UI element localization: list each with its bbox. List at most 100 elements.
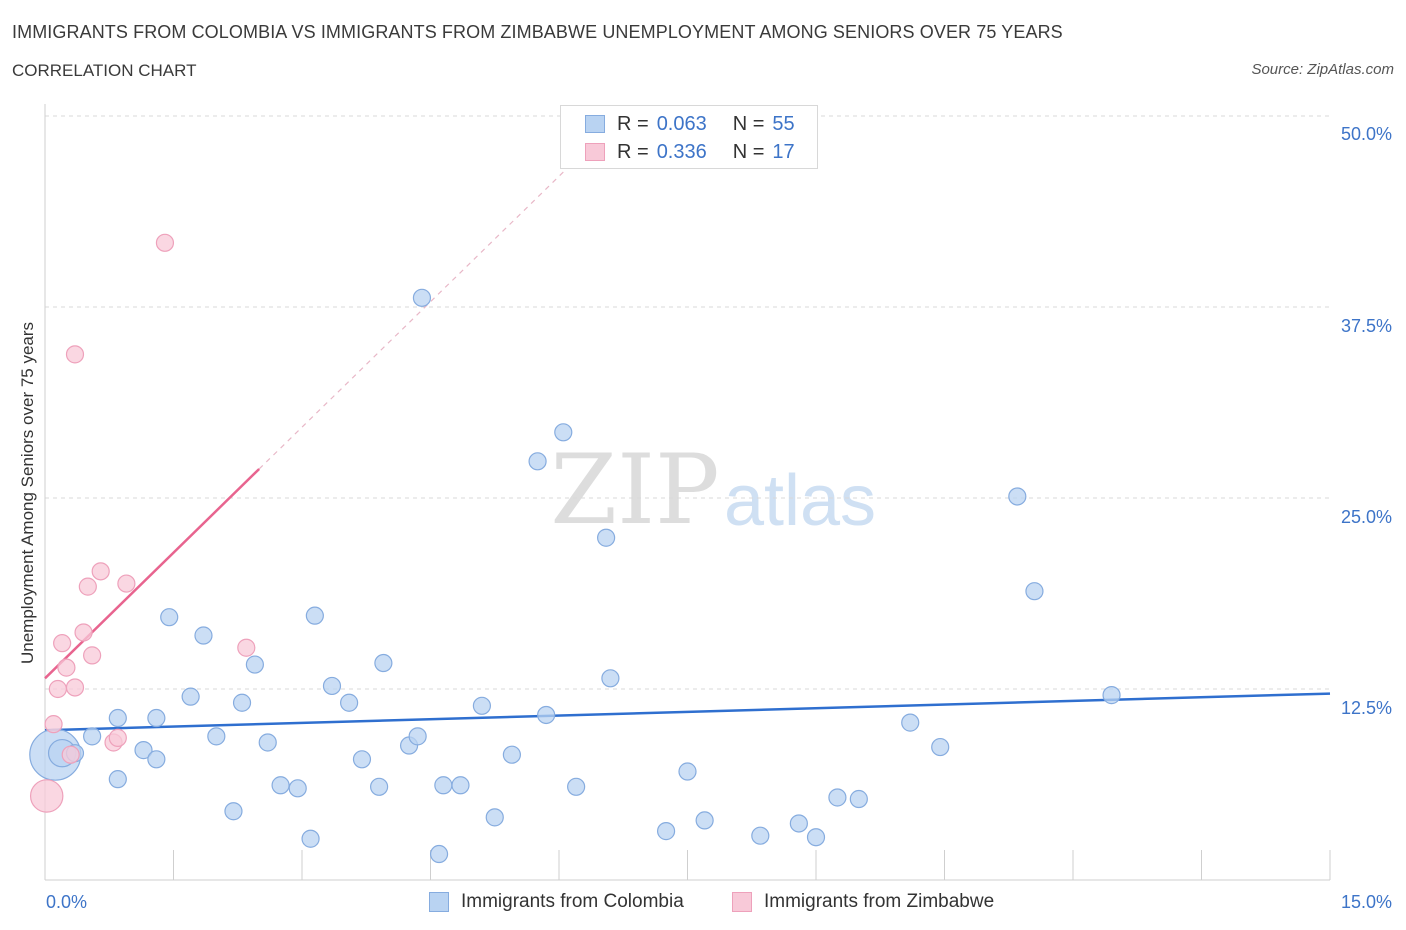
data-points — [29, 233, 1121, 864]
legend-n-value: 17 — [772, 140, 795, 163]
legend-label-zimbabwe: Immigrants from Zimbabwe — [764, 891, 995, 912]
colombia-point — [408, 727, 427, 746]
colombia-point — [597, 528, 616, 547]
zimbabwe-point — [44, 715, 63, 734]
tick-labels: 12.5% 25.0% 37.5% 50.0% 0.0% 15.0% — [46, 124, 1392, 912]
zimbabwe-point — [61, 745, 80, 764]
colombia-point — [537, 705, 556, 725]
colombia-point — [224, 802, 243, 821]
colombia-point — [301, 829, 320, 848]
colombia-point — [245, 655, 264, 674]
colombia-point — [322, 676, 342, 696]
colombia-point — [656, 822, 676, 841]
watermark: ZIP atlas — [550, 434, 876, 546]
colombia-point — [1102, 686, 1121, 705]
colombia-point — [305, 606, 324, 625]
colombia-point — [789, 814, 808, 833]
colombia-point — [901, 713, 920, 732]
legend-item-zimbabwe[interactable]: Immigrants from Zimbabwe — [732, 889, 994, 915]
zimbabwe-trend-line — [44, 468, 261, 680]
colombia-point — [554, 423, 573, 442]
y-tick-label: 50.0% — [1341, 124, 1392, 144]
y-tick-label: 12.5% — [1341, 698, 1392, 718]
zimbabwe-point — [91, 562, 110, 581]
colombia-point — [502, 745, 521, 764]
zimbabwe-trend-extension — [258, 167, 568, 470]
zimbabwe-point — [78, 577, 97, 596]
source-credit: Source: ZipAtlas.com — [1251, 61, 1394, 78]
colombia-point — [160, 608, 179, 627]
legend-r-label: R = — [617, 140, 649, 163]
colombia-point — [147, 708, 166, 728]
zimbabwe-point — [83, 646, 102, 665]
colombia-point — [451, 776, 470, 795]
colombia-point — [528, 452, 547, 471]
colombia-point — [83, 727, 102, 746]
colombia-point — [849, 789, 868, 809]
colombia-point — [567, 777, 586, 796]
colombia-point — [695, 811, 714, 830]
x-tick-label: 15.0% — [1341, 892, 1392, 912]
gridlines — [45, 115, 1330, 690]
colombia-point — [412, 288, 432, 307]
colombia-point — [108, 770, 127, 789]
watermark-atlas: atlas — [724, 461, 876, 541]
legend-item-colombia[interactable]: Immigrants from Colombia — [429, 889, 684, 915]
colombia-point — [751, 826, 770, 845]
colombia-point — [271, 776, 290, 795]
colombia-point — [374, 653, 393, 673]
colombia-point — [194, 626, 213, 645]
colombia-point — [678, 762, 697, 781]
colombia-point — [1025, 582, 1044, 601]
legend-n-value: 55 — [772, 112, 795, 135]
legend-swatch-blue — [585, 115, 605, 133]
chart-subtitle: CORRELATION CHART — [12, 61, 197, 80]
y-axis-label: Unemployment Among Seniors over 75 years — [18, 321, 37, 665]
colombia-point — [434, 776, 453, 795]
colombia-point — [931, 737, 950, 757]
zimbabwe-point — [65, 345, 85, 364]
colombia-point — [370, 777, 389, 796]
colombia-point — [181, 687, 200, 706]
legend-n-label: N = — [732, 140, 765, 163]
colombia-point — [108, 708, 127, 728]
legend-r-value: 0.336 — [656, 140, 707, 163]
colombia-point — [1008, 487, 1027, 506]
colombia-point — [232, 693, 252, 712]
zimbabwe-point — [57, 658, 76, 677]
zimbabwe-point — [74, 623, 93, 642]
zimbabwe-point — [117, 574, 136, 593]
zimbabwe-point — [108, 728, 127, 747]
chart-title: IMMIGRANTS FROM COLOMBIA VS IMMIGRANTS F… — [12, 22, 1063, 42]
legend-r-value: 0.063 — [656, 112, 707, 135]
legend-swatch-pink — [585, 143, 605, 161]
colombia-point — [429, 844, 449, 864]
legend-r-label: R = — [617, 112, 649, 135]
zimbabwe-point — [155, 233, 175, 252]
colombia-point — [258, 733, 277, 752]
legend-label-colombia: Immigrants from Colombia — [461, 891, 684, 912]
legend-swatch-pink — [732, 892, 752, 912]
colombia-point — [806, 828, 826, 847]
x-tick-label: 0.0% — [46, 892, 87, 912]
zimbabwe-point — [29, 779, 64, 813]
zimbabwe-point — [53, 634, 72, 653]
legend-row-zimbabwe: R = 0.336 N = 17 — [585, 140, 795, 164]
zimbabwe-point — [65, 678, 85, 697]
colombia-point — [207, 727, 226, 746]
colombia-point — [601, 669, 620, 688]
colombia-point — [340, 693, 359, 712]
colombia-point — [472, 696, 491, 715]
stats-legend: R = 0.063 N = 55 R = 0.336 N = 17 — [560, 105, 818, 169]
colombia-point — [288, 779, 307, 798]
legend-n-label: N = — [732, 112, 765, 135]
colombia-point — [352, 750, 372, 769]
colombia-point — [485, 808, 504, 827]
colombia-point — [147, 750, 166, 769]
watermark-zip: ZIP — [550, 434, 719, 546]
legend-row-colombia: R = 0.063 N = 55 — [585, 112, 795, 136]
y-tick-label: 37.5% — [1341, 316, 1392, 336]
zimbabwe-point — [48, 679, 67, 699]
y-tick-label: 25.0% — [1341, 507, 1392, 527]
legend-swatch-blue — [429, 892, 449, 912]
